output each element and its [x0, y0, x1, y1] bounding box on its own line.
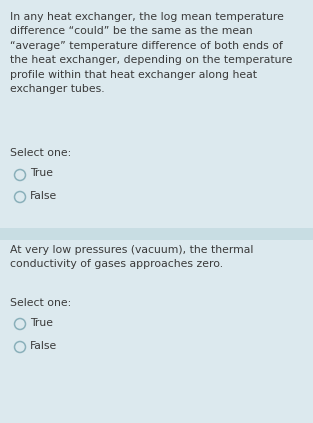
Text: At very low pressures (vacuum), the thermal
conductivity of gases approaches zer: At very low pressures (vacuum), the ther… — [10, 245, 254, 269]
Text: False: False — [30, 191, 57, 201]
Text: True: True — [30, 168, 53, 178]
Text: True: True — [30, 318, 53, 328]
Text: Select one:: Select one: — [10, 148, 71, 158]
Text: In any heat exchanger, the log mean temperature
difference “could” be the same a: In any heat exchanger, the log mean temp… — [10, 12, 293, 94]
Text: False: False — [30, 341, 57, 351]
Text: Select one:: Select one: — [10, 298, 71, 308]
Bar — [0, 228, 313, 240]
